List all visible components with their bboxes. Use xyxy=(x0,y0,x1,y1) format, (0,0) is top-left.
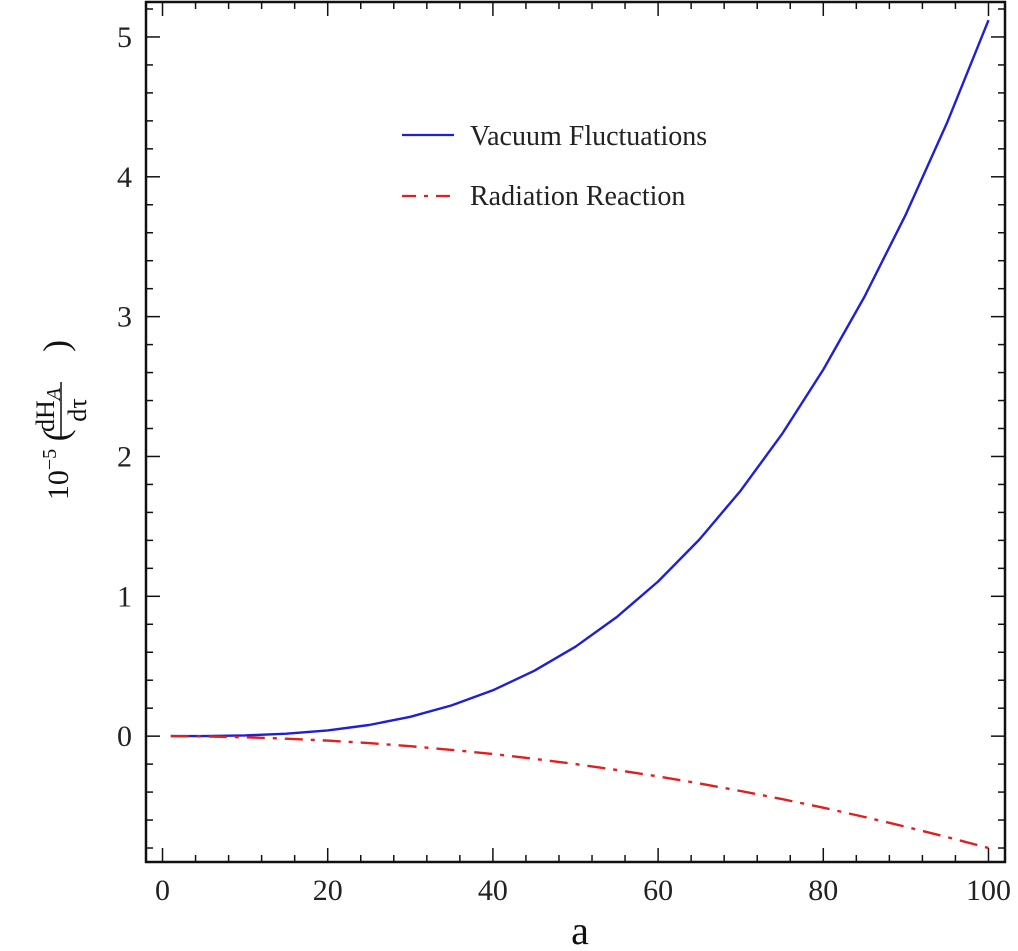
x-tick-label: 0 xyxy=(155,874,170,907)
y-tick-label: 5 xyxy=(117,21,132,54)
x-tick-label: 60 xyxy=(643,874,673,907)
x-tick-label: 80 xyxy=(808,874,838,907)
y-label-close-paren: ) xyxy=(36,340,76,352)
x-tick-label: 20 xyxy=(313,874,343,907)
y-tick-label: 1 xyxy=(117,580,132,613)
y-tick-labels: 0 1 2 3 4 5 xyxy=(117,21,132,753)
y-label-subscript: A xyxy=(43,387,65,402)
y-label-denominator: dτ xyxy=(63,398,92,421)
y-label-open-paren: ( xyxy=(36,429,76,441)
axis-ticks xyxy=(146,2,1005,862)
plot-frame xyxy=(144,0,1007,864)
x-tick-labels: 0 20 40 60 80 100 xyxy=(155,874,1011,907)
y-axis-label: 10−5 ( ) dHA dτ xyxy=(31,340,92,500)
legend: Vacuum Fluctuations Radiation Reaction xyxy=(402,121,707,212)
x-tick-label: 100 xyxy=(966,874,1011,907)
y-tick-label: 4 xyxy=(117,161,132,194)
y-tick-label: 0 xyxy=(117,720,132,753)
y-tick-label: 2 xyxy=(117,440,132,473)
x-axis-label: a xyxy=(571,908,589,951)
svg-text:10−5 ( ): 10−5 ( ) xyxy=(36,340,76,500)
y-label-exponent: −5 xyxy=(39,449,61,470)
svg-text:dHA: dHA xyxy=(31,387,65,432)
series-line-radiation-reaction xyxy=(170,734,989,850)
y-tick-label: 3 xyxy=(117,301,132,334)
legend-label-radiation-reaction: Radiation Reaction xyxy=(470,181,685,212)
x-tick-label: 40 xyxy=(478,874,508,907)
y-label-numerator: dH xyxy=(31,400,60,432)
series-lines xyxy=(170,19,990,850)
series-line-vacuum-fluctuations xyxy=(170,19,990,738)
y-label-prefix: 10 xyxy=(42,470,75,500)
legend-label-vacuum-fluctuations: Vacuum Fluctuations xyxy=(470,121,707,152)
